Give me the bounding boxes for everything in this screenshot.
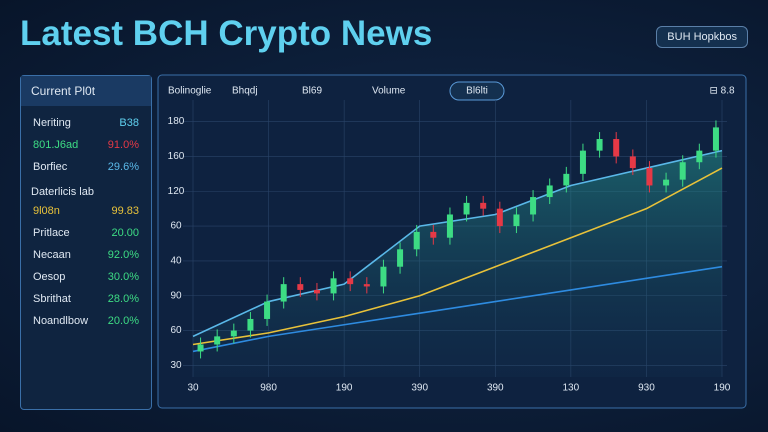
row-value: 99.83 [111,205,139,217]
rows: 9l08n 99.83 Pritlace 20.00 Necaan 92.0% Oesop 3… [21,200,151,332]
panel-row: Necaan 92.0% [21,244,151,266]
candle-body [579,150,586,174]
row-label: Borfiec [33,161,68,173]
y-tick-label: 120 [168,186,185,197]
y-tick-label: 30 [170,360,182,371]
candle-body [646,168,653,186]
panel-row: Neriting B38 [21,112,151,134]
candle-body [413,231,420,250]
candle-body [247,318,254,331]
candle-body [280,284,287,302]
row-label: Sbrithat [33,293,71,305]
pill[interactable] [449,81,505,101]
line [192,167,723,346]
y-tick-label: 180 [168,116,185,127]
legend-entry: Volume [372,86,406,97]
candle-body [563,173,570,186]
candle-body [430,231,437,238]
y-tick-label: 90 [170,290,182,301]
legend-entry: Bl69 [302,86,322,97]
side-panel: Current Pl0t Neriting B38 801.J6ad 91.0% Bor… [20,75,152,410]
candle-body [513,214,520,227]
candle-body [596,139,603,151]
x-tick-label: 30 [187,383,199,394]
y-tick-label: 160 [168,151,185,162]
row-label: Neriting [33,117,71,129]
candle-body [696,150,703,163]
top-rows: Neriting B38 801.J6ad 91.0% Borfiec 29.6% [21,106,151,178]
row-value: 91.0% [107,139,139,151]
y-tick-label: 60 [170,221,182,232]
candle-body [230,330,237,337]
row-label: Necaan [33,249,71,261]
row-label: 801.J6ad [33,139,79,151]
y-tick-label: 60 [170,325,182,336]
corner-text: ⊟ 8.8 [709,86,734,97]
candle-body [330,278,337,294]
x-tick-label: 130 [563,383,580,394]
x-tick-label: 390 [487,383,504,394]
header-button[interactable]: BUH Hopkbos [656,26,748,48]
candle-body [613,139,620,157]
candle-body [363,284,370,287]
candle-body [663,179,670,186]
x-tick-label: 390 [411,383,428,394]
candle-body [679,162,686,180]
candle-body [546,185,553,198]
section-title: Daterlicis lab [31,186,94,198]
row-value: 28.0% [107,293,139,305]
candle-body [313,289,320,294]
x-tick-label: 930 [638,383,655,394]
x-tick-label: 980 [260,383,277,394]
row-value: B38 [119,117,139,129]
candle-body [446,214,453,238]
candle-body [380,266,387,287]
row-value: 20.0% [107,315,139,327]
pill-text: Bl6lti [466,86,488,97]
candle-body [712,127,719,151]
panel-row: Sbrithat 28.0% [21,288,151,310]
panel-row: Noandlbow 20.0% [21,310,151,332]
candle-body [297,284,304,290]
panel-title: Current Pl0t [21,76,151,106]
panel-row: 801.J6ad 91.0% [21,134,151,156]
row-value: 92.0% [107,249,139,261]
candle-body [214,336,221,345]
line [192,265,723,353]
row-value: 29.6% [107,161,139,173]
page-title: Latest BCH Crypto News [20,14,433,53]
candle-body [397,249,404,267]
chart-label: Bolinoglie [168,86,212,97]
row-value: 30.0% [107,271,139,283]
candle-body [480,202,487,209]
row-label: Oesop [33,271,66,283]
panel-row: Pritlace 20.00 [21,222,151,244]
candle-body [496,208,503,227]
x-tick-label: 190 [714,383,731,394]
panel-row: 9l08n 99.83 [21,200,151,222]
row-label: 9l08n [33,205,60,217]
candle-body [347,278,354,285]
panel-row: Oesop 30.0% [21,266,151,288]
y-tick-label: 40 [170,256,182,267]
panel-row: Borfiec 29.6% [21,156,151,178]
row-label: Pritlace [33,227,70,239]
row-value: 20.00 [111,227,139,239]
candle-body [264,301,271,319]
row-label: Noandlbow [33,315,89,327]
legend-entry: Bhqdj [232,86,258,97]
candle-body [463,202,470,215]
x-tick-label: 190 [336,383,353,394]
candle-body [629,156,636,169]
candle-body [197,344,204,352]
candle-body [530,197,537,215]
